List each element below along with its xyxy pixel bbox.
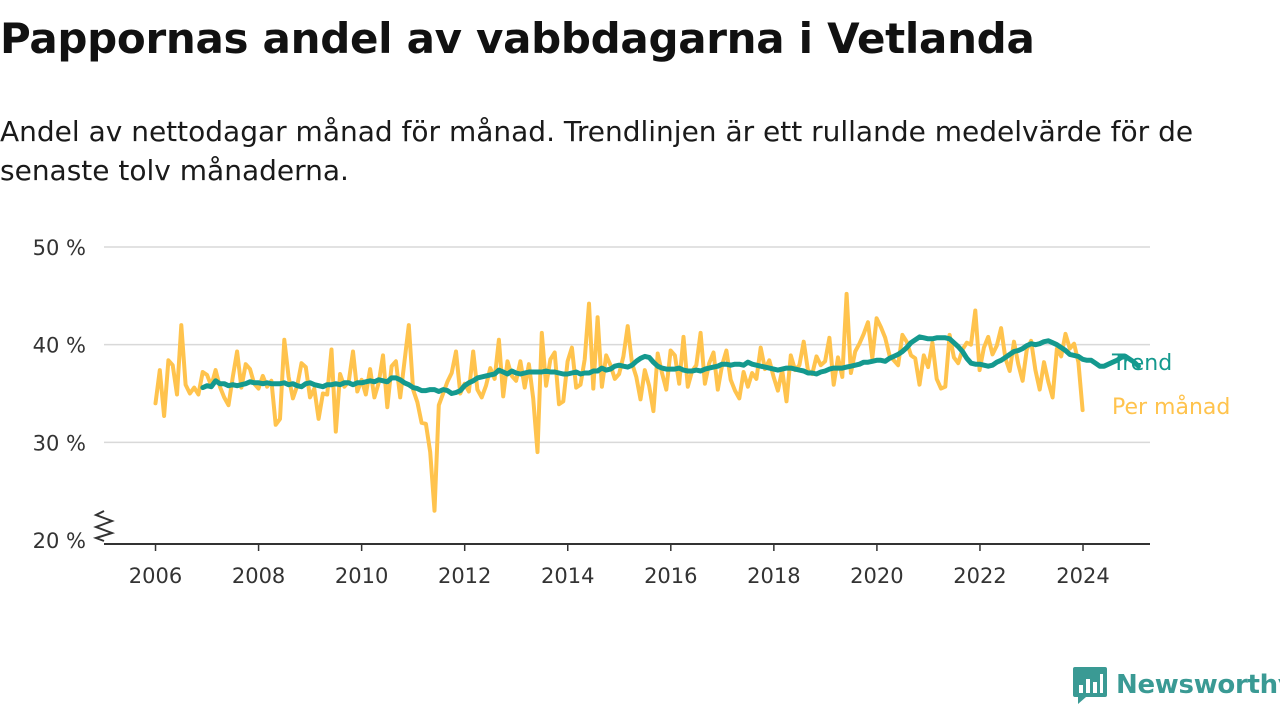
- brand-name: Newsworthy: [1116, 670, 1280, 700]
- chart-title: Pappornas andel av vabbdagarna i Vetland…: [0, 14, 1035, 63]
- axes: 20 % 30 % 40 % 50 % 2006 2008 2010 2012 2014 2016…: [33, 236, 1150, 588]
- newsworthy-logo: Newsworthy: [1072, 664, 1280, 706]
- per-month-line: [153, 291, 1085, 513]
- x-tick-label: 2016: [644, 564, 697, 588]
- series-labels: Per månad Trend: [1111, 351, 1230, 420]
- x-tick-label: 2014: [541, 564, 594, 588]
- series: [153, 291, 1141, 513]
- x-tick-label: 2018: [747, 564, 800, 588]
- x-tick-label: 2010: [335, 564, 388, 588]
- x-tick-label: 2022: [953, 564, 1006, 588]
- trend-line: [200, 334, 1141, 396]
- x-tick-label: 2024: [1056, 564, 1109, 588]
- y-tick-label: 40 %: [33, 334, 86, 358]
- y-tick-label: 30 %: [33, 431, 86, 455]
- chart-subtitle: Andel av nettodagar månad för månad. Tre…: [0, 115, 1194, 187]
- per-month-label: Per månad: [1112, 394, 1230, 420]
- trend-label: Trend: [1111, 351, 1172, 376]
- y-axis-break-icon: [92, 510, 116, 542]
- x-tick-label: 2020: [850, 564, 903, 588]
- y-tick-label: 50 %: [33, 236, 86, 260]
- newsworthy-chart-bubble-icon: [1073, 667, 1107, 704]
- x-tick-label: 2012: [438, 564, 491, 588]
- x-tick-label: 2008: [232, 564, 285, 588]
- x-tick-label: 2006: [129, 564, 182, 588]
- y-tick-label: 20 %: [33, 529, 86, 553]
